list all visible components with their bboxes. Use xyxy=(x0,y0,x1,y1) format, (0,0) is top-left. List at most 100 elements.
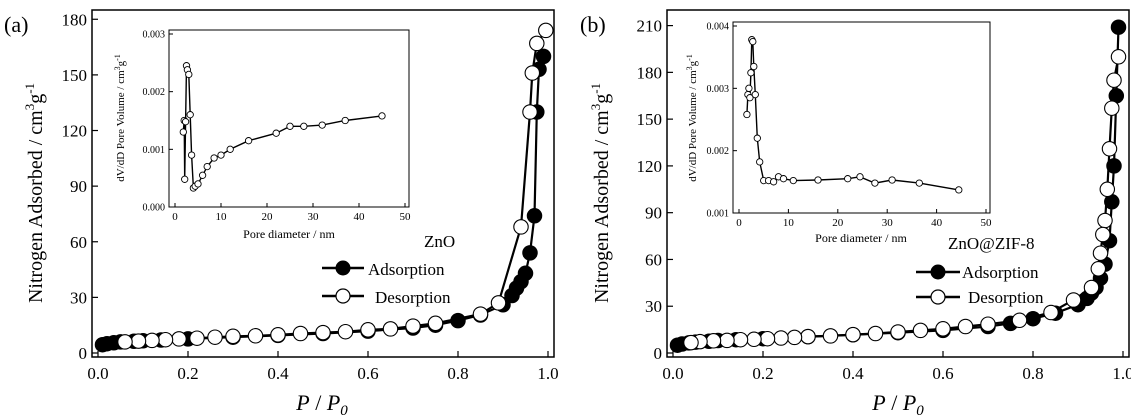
inset-frame-a xyxy=(168,29,410,208)
point-desorption-a xyxy=(360,322,376,338)
point-desorption-a xyxy=(529,35,545,52)
inset-point-a xyxy=(341,116,349,125)
point-desorption-b xyxy=(980,316,996,332)
point-desorption-b xyxy=(1095,226,1111,243)
point-desorption-a xyxy=(427,315,444,332)
point-desorption-b xyxy=(1101,141,1118,157)
inset-b: 0 10 20 30 40 50 0.001 0.002 0.003 0.004 Pore dia… xyxy=(685,21,993,245)
inset-a: 0 10 20 30 40 50 0.000 0.001 0.002 0.003 Pore dia… xyxy=(113,29,411,241)
inset-y-tick-label-b-1: 0.002 xyxy=(707,146,730,157)
point-adsorption-a xyxy=(517,265,534,282)
point-desorption-a xyxy=(189,330,205,346)
point-desorption-b xyxy=(935,321,951,337)
point-desorption-a xyxy=(405,318,421,334)
point-adsorption-a xyxy=(535,48,552,65)
inset-point-b xyxy=(745,84,753,92)
inset-point-a xyxy=(187,151,196,159)
point-adsorption-b xyxy=(1110,19,1127,35)
point-desorption-b xyxy=(1106,72,1122,88)
inset-point-a xyxy=(194,180,202,188)
inset-x-tick-label-a-0: 0 xyxy=(172,211,178,223)
inset-point-a xyxy=(272,129,280,137)
point-desorption-a xyxy=(117,334,133,350)
inset-point-a xyxy=(179,128,187,136)
inset-y-label-b: dV/dD Pore Volume / cm3g-1 xyxy=(685,54,699,182)
point-desorption-b xyxy=(1083,279,1100,296)
point-desorption-a xyxy=(144,332,160,349)
inset-y-tick-label-b-2: 0.003 xyxy=(707,84,730,95)
point-desorption-a xyxy=(157,331,174,348)
legend-label-adsorption-a: Adsorption xyxy=(368,260,445,279)
panel-b: (b) Nitrogen Adsorbed / cm3g-1 P / P0 0.… xyxy=(580,9,1131,417)
point-desorption-a xyxy=(472,306,489,322)
plot-frame-a xyxy=(91,9,555,358)
point-desorption-b xyxy=(719,332,735,349)
panel-label-a: (a) xyxy=(4,12,28,37)
y-tick-label-b-2: 60 xyxy=(645,250,662,269)
legend-marker-desorption-b xyxy=(930,289,946,305)
point-desorption-b xyxy=(845,326,861,343)
inset-series-b xyxy=(743,36,963,194)
y-tick-label-a-2: 60 xyxy=(70,233,87,252)
y-tick-label-b-5: 150 xyxy=(637,110,663,129)
inset-x-tick-label-b-0: 0 xyxy=(736,217,742,229)
inset-point-a xyxy=(286,122,294,130)
inset-x-label-a: Pore diameter / nm xyxy=(243,227,335,241)
inset-point-b xyxy=(871,179,879,187)
inset-ticks-b: 0 10 20 30 40 50 0.001 0.002 0.003 0.004 xyxy=(707,22,993,230)
inset-point-a xyxy=(185,70,193,79)
point-desorption-a xyxy=(513,219,529,235)
inset-point-b xyxy=(749,37,757,46)
legend-marker-adsorption-b xyxy=(930,264,946,280)
point-desorption-b xyxy=(1104,100,1120,116)
x-tick-label-b-5: 1.0 xyxy=(1112,364,1131,383)
legend-marker-desorption-a xyxy=(335,288,351,304)
inset-x-tick-label-b-4: 40 xyxy=(931,217,943,229)
y-axis-label-a: Nitrogen Adsorbed / cm3g-1 xyxy=(22,83,47,303)
inset-y-tick-label-a-2: 0.002 xyxy=(143,87,166,98)
y-tick-label-a-4: 120 xyxy=(62,122,88,141)
y-tick-label-a-3: 90 xyxy=(70,177,87,196)
point-desorption-b xyxy=(746,331,762,348)
point-desorption-b xyxy=(800,328,816,345)
inset-point-a xyxy=(186,111,194,119)
inset-point-b xyxy=(746,94,754,102)
point-adsorption-b xyxy=(1025,310,1041,327)
inset-point-b xyxy=(753,134,761,142)
inset-point-a xyxy=(318,121,326,129)
y-tick-label-a-5: 150 xyxy=(62,66,88,85)
inset-point-a xyxy=(181,118,190,126)
point-desorption-b xyxy=(1065,292,1082,308)
point-desorption-a xyxy=(270,327,286,343)
series-group-a xyxy=(94,22,554,353)
legend-b: Adsorption Desorption xyxy=(916,263,1044,307)
y-tick-label-a-1: 30 xyxy=(70,288,87,307)
inset-point-b xyxy=(915,179,923,187)
x-tick-label-b-2: 0.4 xyxy=(842,364,864,383)
inset-x-tick-label-b-3: 30 xyxy=(882,217,894,229)
point-desorption-b xyxy=(786,329,803,346)
point-desorption-b xyxy=(1110,49,1127,65)
y-tick-label-b-6: 180 xyxy=(637,63,663,82)
inset-point-b xyxy=(750,62,758,71)
inset-y-tick-label-a-3: 0.003 xyxy=(143,30,166,41)
inset-point-a xyxy=(300,122,308,130)
point-desorption-a xyxy=(490,295,507,311)
x-tick-label-b-0: 0.0 xyxy=(662,364,683,383)
inset-point-b xyxy=(844,175,852,183)
point-desorption-a xyxy=(337,323,354,340)
plot-frame-b xyxy=(666,9,1130,358)
point-desorption-a xyxy=(130,333,147,349)
y-tick-label-b-3: 90 xyxy=(645,204,662,223)
x-axis-label-a: P / P0 xyxy=(295,390,348,417)
point-desorption-a xyxy=(225,328,241,345)
point-desorption-b xyxy=(683,334,699,351)
point-desorption-b xyxy=(867,325,884,342)
point-desorption-a xyxy=(171,331,187,347)
point-desorption-b xyxy=(1043,304,1059,321)
point-desorption-b xyxy=(957,318,974,335)
legend-a: Adsorption Desorption xyxy=(322,260,451,307)
legend-label-adsorption-b: Adsorption xyxy=(962,263,1039,282)
inset-x-tick-label-b-5: 50 xyxy=(981,217,993,229)
point-adsorption-b xyxy=(1106,158,1122,174)
